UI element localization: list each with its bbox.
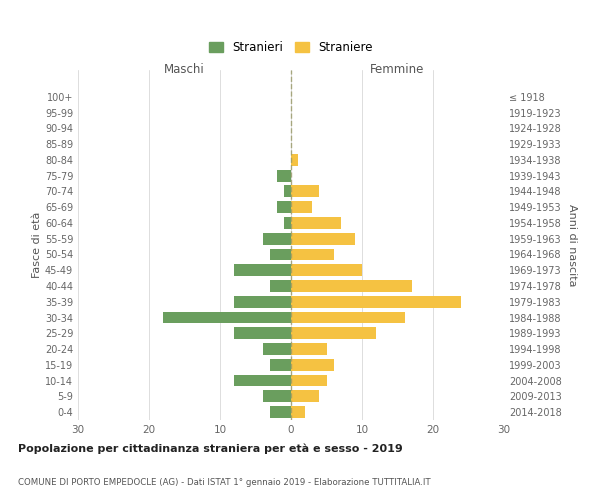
Text: Maschi: Maschi <box>164 64 205 76</box>
Bar <box>291 359 334 370</box>
Bar <box>291 328 376 339</box>
Bar <box>291 312 404 324</box>
Bar <box>263 233 291 244</box>
Bar <box>291 280 412 292</box>
Text: Popolazione per cittadinanza straniera per età e sesso - 2019: Popolazione per cittadinanza straniera p… <box>18 444 403 454</box>
Bar <box>291 264 362 276</box>
Bar <box>263 390 291 402</box>
Bar <box>270 406 291 418</box>
Bar <box>291 248 334 260</box>
Bar <box>270 248 291 260</box>
Bar <box>277 170 291 181</box>
Bar <box>291 343 326 355</box>
Bar <box>234 264 291 276</box>
Text: COMUNE DI PORTO EMPEDOCLE (AG) - Dati ISTAT 1° gennaio 2019 - Elaborazione TUTTI: COMUNE DI PORTO EMPEDOCLE (AG) - Dati IS… <box>18 478 431 487</box>
Bar <box>284 217 291 229</box>
Bar <box>291 154 298 166</box>
Bar <box>234 374 291 386</box>
Y-axis label: Fasce di età: Fasce di età <box>32 212 42 278</box>
Bar <box>291 217 341 229</box>
Bar <box>291 186 319 198</box>
Bar <box>291 374 326 386</box>
Bar <box>284 186 291 198</box>
Bar <box>234 328 291 339</box>
Bar <box>291 233 355 244</box>
Bar <box>163 312 291 324</box>
Bar <box>291 296 461 308</box>
Bar <box>234 296 291 308</box>
Bar <box>270 359 291 370</box>
Bar <box>291 406 305 418</box>
Bar <box>291 390 319 402</box>
Text: Femmine: Femmine <box>370 64 425 76</box>
Bar <box>277 201 291 213</box>
Bar <box>291 201 313 213</box>
Y-axis label: Anni di nascita: Anni di nascita <box>567 204 577 286</box>
Bar <box>263 343 291 355</box>
Legend: Stranieri, Straniere: Stranieri, Straniere <box>209 41 373 54</box>
Bar <box>270 280 291 292</box>
